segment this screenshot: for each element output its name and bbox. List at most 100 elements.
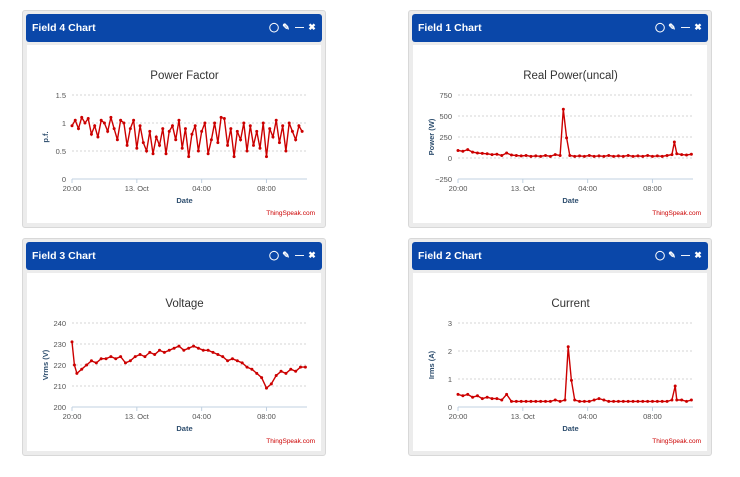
data-point [660,154,664,158]
x-axis-label: Date [562,196,578,205]
data-point [76,127,80,131]
data-point [607,153,611,157]
data-point [303,365,307,369]
field-2-chart-widget: Field 2 Chart ◯ ✎ — ✖ Current 3 2 1 0 20:00 13… [408,238,712,456]
data-point [192,344,196,348]
data-point [675,398,679,402]
edit-pencil-icon[interactable]: ✎ [282,250,290,260]
data-point [505,392,509,396]
data-point [636,399,640,403]
data-point [203,121,207,125]
chart-panel: Voltage 240 230 220 210 200 20:00 13. Oct 04:00 0… [27,273,321,451]
data-point [274,118,278,122]
thingspeak-credit-link[interactable]: ThingSpeak.com [652,438,701,445]
data-point [578,154,582,158]
data-point [174,138,178,142]
data-point [242,121,246,125]
minimize-icon[interactable]: — [681,22,690,32]
close-icon[interactable]: ✖ [308,250,316,260]
x-tick-label: 20:00 [449,412,468,421]
data-point [529,154,533,158]
y-tick-label: 230 [53,340,66,349]
data-point [80,367,84,371]
data-point [260,376,264,380]
thingspeak-credit-link[interactable]: ThingSpeak.com [266,210,315,217]
data-point [597,397,601,401]
data-point [299,365,303,369]
x-tick-label: 04:00 [578,184,597,193]
data-point [216,141,220,145]
x-tick-label: 08:00 [257,412,276,421]
data-point [196,346,200,350]
data-point [612,154,616,158]
data-point [672,140,676,144]
data-point [187,346,191,350]
data-point [519,399,523,403]
data-point [566,345,570,349]
data-point [284,371,288,375]
edit-pencil-icon[interactable]: ✎ [668,22,676,32]
thingspeak-credit-link[interactable]: ThingSpeak.com [652,210,701,217]
field-3-chart-widget: Field 3 Chart ◯ ✎ — ✖ Voltage 240 230 220 21… [22,238,326,456]
data-point [99,118,103,122]
x-tick-label: 08:00 [257,184,276,193]
data-point [569,378,573,382]
widget-titlebar: Field 2 Chart ◯ ✎ — ✖ [412,242,708,270]
data-point [148,129,152,133]
data-point [626,153,630,157]
x-tick-label: 13. Oct [511,184,536,193]
data-point [89,359,93,363]
comment-icon[interactable]: ◯ [269,22,280,32]
data-point [471,395,475,399]
comment-icon[interactable]: ◯ [269,250,280,260]
edit-pencil-icon[interactable]: ✎ [668,250,676,260]
data-point [626,399,630,403]
minimize-icon[interactable]: — [295,250,304,260]
data-point [655,399,659,403]
data-point [255,371,259,375]
close-icon[interactable]: ✖ [308,22,316,32]
data-point [665,399,669,403]
data-point [70,124,74,128]
data-point [182,348,186,352]
data-point [245,149,249,153]
field-1-chart-widget: Field 1 Chart ◯ ✎ — ✖ Real Power(uncal) 7… [408,10,712,228]
minimize-icon[interactable]: — [295,22,304,32]
data-point [151,152,155,156]
data-point [89,132,93,136]
data-point [689,398,693,402]
data-point [162,350,166,354]
data-point [544,153,548,157]
widget-titlebar: Field 4 Chart ◯ ✎ — ✖ [26,14,322,42]
chart-title: Current [551,298,590,310]
y-tick-label: 210 [53,382,66,391]
data-point [466,148,470,152]
data-point [548,399,552,403]
data-point [673,384,677,388]
edit-pencil-icon[interactable]: ✎ [282,22,290,32]
data-point [514,399,518,403]
data-point [167,348,171,352]
data-point [177,344,181,348]
data-point [73,118,77,122]
y-tick-label: 750 [439,91,452,100]
y-axis-label: p.f. [41,131,50,142]
comment-icon[interactable]: ◯ [655,250,666,260]
close-icon[interactable]: ✖ [694,22,702,32]
data-point [261,121,265,125]
data-point [115,138,119,142]
data-point [213,121,217,125]
data-point [300,129,304,133]
data-point [558,153,562,157]
comment-icon[interactable]: ◯ [655,22,666,32]
data-point [565,136,569,140]
y-tick-label: 1 [62,119,66,128]
thingspeak-credit-link[interactable]: ThingSpeak.com [266,438,315,445]
data-point [245,365,249,369]
data-point [211,350,215,354]
close-icon[interactable]: ✖ [694,250,702,260]
data-point [80,115,84,119]
minimize-icon[interactable]: — [681,250,690,260]
power-factor-chart: Power Factor 1.5 1 0.5 020:00 13. Oct 04:00 08:… [41,70,307,205]
